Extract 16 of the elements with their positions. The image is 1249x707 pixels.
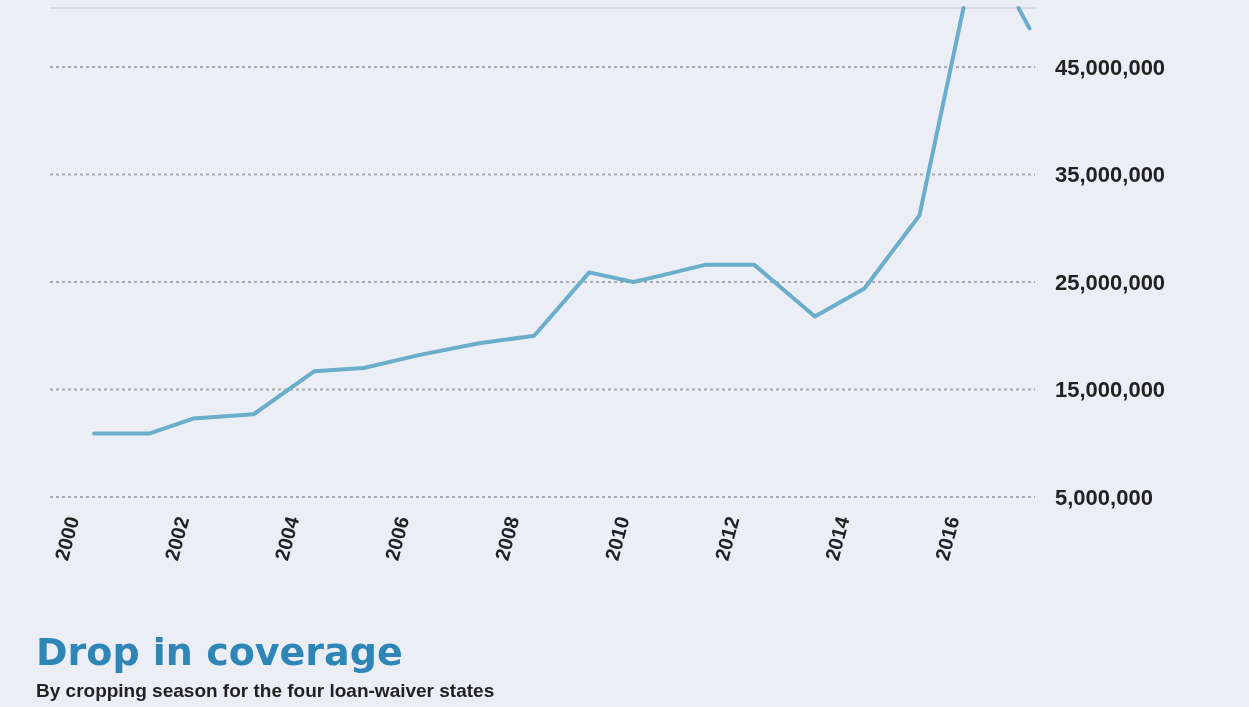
x-tick-label: 2000 [50,514,84,563]
y-tick-label: 25,000,000 [1055,269,1166,295]
y-tick-label: 35,000,000 [1055,162,1166,188]
x-tick-label: 2002 [160,514,194,563]
x-tick-label: 2012 [710,514,744,563]
x-tick-label: 2006 [380,514,414,563]
x-tick-label: 2008 [490,514,524,563]
y-tick-label: 15,000,000 [1055,377,1166,403]
y-tick-label: 45,000,000 [1055,54,1166,80]
text: Drop in coverage [36,630,403,674]
text: By cropping season for the four loan-waiver states [36,680,495,701]
x-tick-label: 2016 [930,514,964,563]
y-tick-label: 5,000,000 [1055,484,1153,510]
x-tick-label: 2010 [600,514,634,563]
x-tick-label: 2014 [820,513,854,563]
x-tick-label: 2004 [270,513,304,563]
